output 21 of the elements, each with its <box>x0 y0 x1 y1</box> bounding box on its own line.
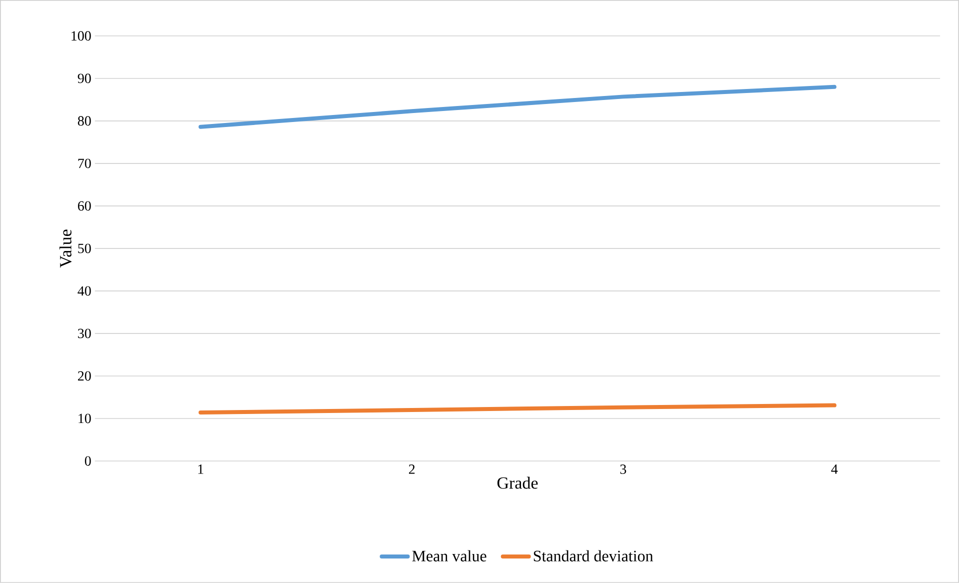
y-tick-label: 60 <box>78 201 91 211</box>
legend-label: Mean value <box>412 550 486 562</box>
y-tick-label: 100 <box>72 31 91 41</box>
x-tick-label: 3 <box>620 464 626 474</box>
x-tick-label: 1 <box>198 464 204 474</box>
y-tick-label: 0 <box>84 456 91 466</box>
y-tick-label: 80 <box>78 116 91 126</box>
y-tick-label: 90 <box>78 74 91 84</box>
line-series <box>198 403 836 415</box>
y-tick-label: 50 <box>78 244 91 254</box>
x-tick-label: 4 <box>831 464 838 474</box>
y-tick-label: 20 <box>78 371 91 381</box>
x-tick-label: 2 <box>408 464 415 474</box>
y-axis-title: Value <box>59 230 72 268</box>
y-tick-label: 40 <box>78 286 91 296</box>
y-tick-label: 10 <box>78 414 91 424</box>
y-tick-label: 30 <box>78 328 91 338</box>
x-axis-title: Grade <box>497 476 538 489</box>
y-tick-label: 70 <box>78 158 91 168</box>
legend-label: Standard deviation <box>534 550 654 562</box>
line-series <box>198 84 836 129</box>
